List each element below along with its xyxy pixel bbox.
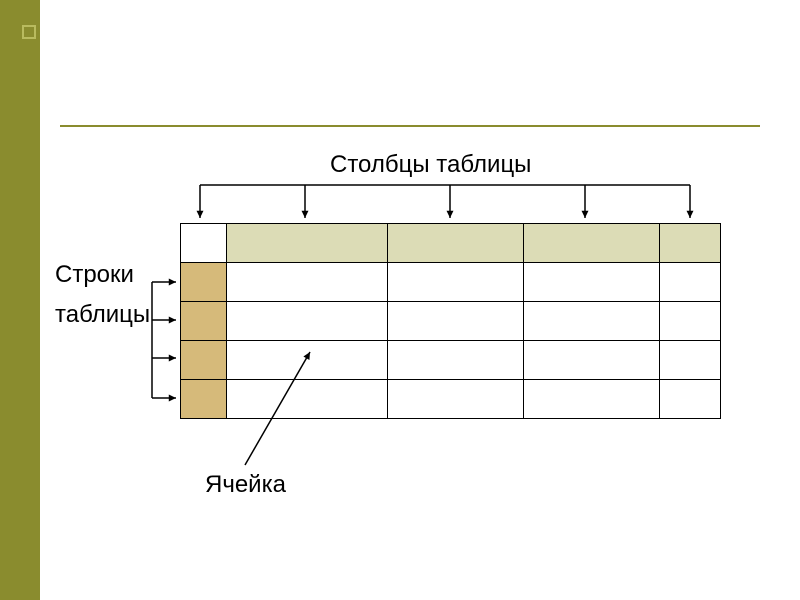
label-columns: Столбцы таблицы [330,150,531,180]
table-cell [181,302,227,341]
table-cell [181,263,227,302]
table-row [181,341,721,380]
table-cell [181,224,227,263]
table-cell [524,263,660,302]
table-cell [227,341,388,380]
table-cell [227,263,388,302]
table-cell [388,224,524,263]
table-cell [660,380,721,419]
table-cell [388,341,524,380]
label-cell: Ячейка [205,470,286,500]
side-accent-bar [0,0,40,600]
table-row [181,380,721,419]
table-cell [524,380,660,419]
label-rows-line2: таблицы [55,300,150,330]
structure-table-body [181,224,721,419]
table-cell [524,302,660,341]
table-cell [660,302,721,341]
table-cell [388,380,524,419]
table-cell [524,224,660,263]
table-cell [524,341,660,380]
structure-table [180,223,721,419]
table-row [181,302,721,341]
label-rows-line1: Строки [55,260,134,290]
table-cell [227,302,388,341]
table-cell [227,380,388,419]
table-row [181,263,721,302]
slide-root: { "colors": { "side_bar": "#8a8c2e", "bu… [0,0,800,600]
table-cell [388,302,524,341]
bullet-square [22,25,36,39]
table-cell [227,224,388,263]
title-underline [60,125,760,127]
table-cell [660,341,721,380]
table-cell [660,263,721,302]
table-row [181,224,721,263]
table-cell [660,224,721,263]
table-cell [181,341,227,380]
table-cell [388,263,524,302]
table-cell [181,380,227,419]
